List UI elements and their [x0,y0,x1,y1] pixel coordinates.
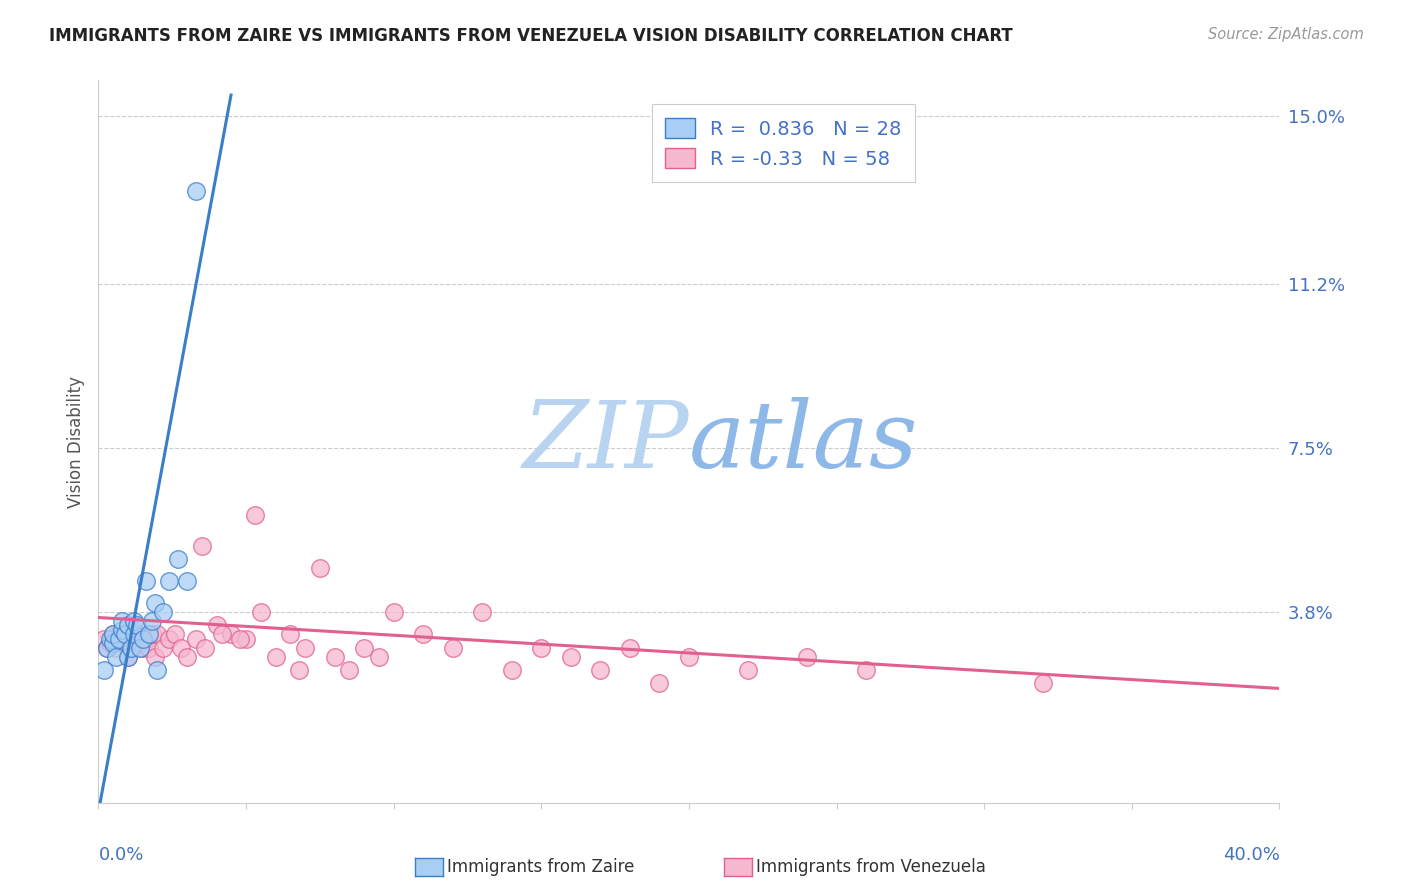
Point [122,614,145,628]
Point [382,605,405,619]
Point [128,636,150,650]
Text: atlas: atlas [689,397,918,486]
Point [135,574,157,589]
Text: Source: ZipAtlas.com: Source: ZipAtlas.com [1208,27,1364,42]
Point [280,627,302,641]
Point [176,649,198,664]
Point [117,649,139,664]
Legend: R =  0.836   N = 28, R = -0.33   N = 58: R = 0.836 N = 28, R = -0.33 N = 58 [652,104,915,183]
Point [120,640,142,655]
Point [1032,676,1054,690]
Point [108,632,131,646]
Point [93,632,115,646]
Point [157,574,180,589]
Point [111,623,134,637]
Point [211,627,233,641]
Point [323,649,346,664]
Point [170,640,193,655]
Point [205,618,228,632]
Point [229,632,252,646]
Point [105,649,128,664]
Point [96,640,118,655]
Point [471,605,494,619]
Point [138,627,160,641]
Point [117,649,139,664]
Point [98,632,121,646]
Point [194,640,217,655]
Point [288,663,311,677]
Point [243,508,266,522]
Text: Immigrants from Zaire: Immigrants from Zaire [447,858,634,876]
Point [176,574,198,589]
Point [146,663,169,677]
Point [368,649,391,664]
Point [125,627,148,641]
Point [98,636,121,650]
Point [128,640,150,655]
Point [143,596,166,610]
Point [184,184,207,198]
Point [235,632,257,646]
Point [184,632,207,646]
Point [117,618,139,632]
Point [737,663,759,677]
Point [191,539,214,553]
Point [339,663,361,677]
Point [619,640,641,655]
Point [221,627,243,641]
Point [96,640,118,655]
Point [138,640,160,655]
Point [141,627,163,641]
Point [152,640,174,655]
Text: Immigrants from Venezuela: Immigrants from Venezuela [756,858,986,876]
Point [111,636,134,650]
Point [103,627,125,641]
Point [589,663,612,677]
Point [157,632,180,646]
Point [122,632,145,646]
Point [111,614,134,628]
Point [678,649,700,664]
Point [309,561,332,575]
Point [353,640,375,655]
Point [103,627,125,641]
Point [796,649,818,664]
Text: 40.0%: 40.0% [1223,847,1279,864]
Point [135,632,157,646]
Point [560,649,582,664]
Point [125,618,148,632]
Text: IMMIGRANTS FROM ZAIRE VS IMMIGRANTS FROM VENEZUELA VISION DISABILITY CORRELATION: IMMIGRANTS FROM ZAIRE VS IMMIGRANTS FROM… [49,27,1012,45]
Point [103,636,125,650]
Point [648,676,671,690]
Text: 0.0%: 0.0% [98,847,143,864]
Point [412,627,434,641]
Text: ZIP: ZIP [522,397,689,486]
Point [114,632,136,646]
Point [250,605,273,619]
Point [264,649,287,664]
Point [152,605,174,619]
Point [167,552,190,566]
Point [93,663,115,677]
Y-axis label: Vision Disability: Vision Disability [66,376,84,508]
Point [120,640,142,655]
Point [441,640,464,655]
Point [501,663,523,677]
Point [855,663,877,677]
Point [165,627,187,641]
Point [122,627,145,641]
Point [146,627,169,641]
Point [114,627,136,641]
Point [108,627,131,641]
Point [141,614,163,628]
Point [143,649,166,664]
Point [294,640,316,655]
Point [530,640,553,655]
Point [132,640,155,655]
Point [105,640,128,655]
Point [132,632,155,646]
